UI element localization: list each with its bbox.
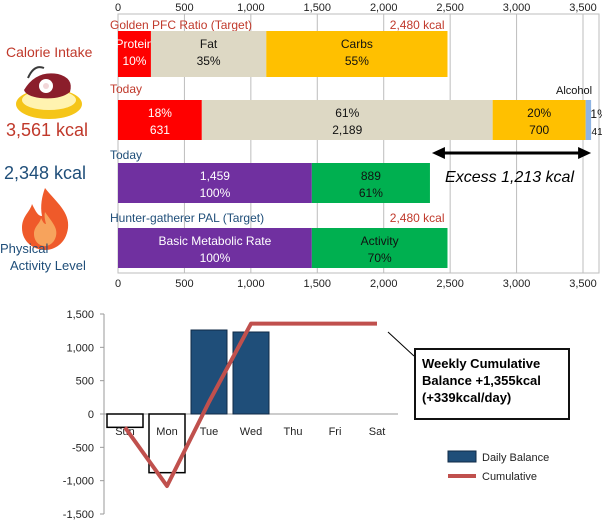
segment-label-2: 35% [197,54,221,68]
segment-carbs [492,100,586,140]
x-tick-label-top: 2,500 [436,2,464,14]
x-tick-label: Fri [329,426,342,438]
x-tick-label: Wed [240,426,262,438]
x-tick-label: Thu [284,426,303,438]
x-tick-label: Tue [200,426,219,438]
x-tick-label-top: 1,000 [237,2,265,14]
x-tick-label-bottom: 2,000 [370,278,398,290]
segment-label-2: 55% [345,54,369,68]
segment-label-1: 1% [590,107,602,121]
segment-label-2: 2,189 [332,123,362,137]
x-tick-label-top: 2,000 [370,2,398,14]
y-tick-label: 1,000 [66,342,94,354]
row-total-label: 2,480 kcal [390,211,445,225]
x-tick-label-top: 0 [115,2,121,14]
pal-label-line1: Physical [0,241,49,256]
segment-label-1: Protein [115,37,153,51]
segment-label-2: 631 [150,123,170,137]
row-label: Hunter-gatherer PAL (Target) [110,211,264,225]
callout-line2: Balance +1,355kcal [422,373,541,388]
flame-icon [22,188,69,250]
segment-activity [311,163,430,203]
row-label: Golden PFC Ratio (Target) [110,18,252,32]
segment-carbs [266,31,448,77]
burn-value: 2,348 kcal [4,163,87,183]
pal-label: Physical Activity Level [0,240,86,274]
x-tick-label-bottom: 1,000 [237,278,265,290]
cumulative-line [123,321,377,488]
y-tick-label: -1,000 [63,476,94,488]
food-plate-icon [16,66,82,119]
y-tick-label: 0 [88,409,94,421]
weekly-callout: Weekly Cumulative Balance +1,355kcal (+3… [414,348,570,420]
legend-swatch-daily [447,450,477,463]
segment-alcohol [585,100,592,140]
row-label: Today [110,82,142,96]
segment-label-2: 700 [529,123,549,137]
segment-label-2: 70% [368,251,392,265]
legend-label-daily: Daily Balance [482,452,549,464]
segment-label-1: 889 [361,169,381,183]
segment-label-1: 61% [335,106,359,120]
callout-pointer [387,331,415,357]
segment-basic-metabolic-rate [118,228,312,268]
segment-label-1: Carbs [341,37,373,51]
intake-value: 3,561 kcal [6,120,89,140]
segment-protein [118,31,151,77]
y-tick-label: 500 [76,376,94,388]
x-tick-label-top: 1,500 [304,2,332,14]
x-tick-label-bottom: 3,000 [503,278,531,290]
x-tick-label-bottom: 2,500 [436,278,464,290]
segment-label-1: Fat [200,37,218,51]
row-total-label: 2,480 kcal [390,18,445,32]
segment-label-2: 100% [200,251,231,265]
callout-line1: Weekly Cumulative [422,356,541,371]
intake-label: Calorie Intake [6,44,93,60]
x-tick-label-top: 500 [175,2,193,14]
segment-label-1: 20% [527,106,551,120]
x-tick-label-bottom: 500 [175,278,193,290]
pal-label-line2: Activity Level [10,258,86,273]
alcohol-label: Alcohol [556,85,592,97]
segment-label-2: 100% [200,186,231,200]
segment-basic-metabolic-rate [118,163,312,203]
segment-fat [201,100,493,140]
segment-label-2: 10% [122,54,146,68]
x-tick-label: Sat [369,426,386,438]
legend-label-cumulative: Cumulative [482,471,537,483]
x-tick-label-bottom: 1,500 [304,278,332,290]
y-tick-label: -1,500 [63,509,94,521]
row-label: Today [110,148,142,162]
y-tick-label: -500 [72,442,94,454]
x-tick-label-bottom: 3,500 [569,278,597,290]
x-tick-label-top: 3,000 [503,2,531,14]
excess-arrow-head-left [431,147,445,159]
segment-label-2: 41 [592,127,602,138]
excess-label: Excess 1,213 kcal [445,169,574,186]
y-tick-label: 1,500 [66,309,94,321]
segment-label-2: 61% [359,186,383,200]
segment-label-1: Basic Metabolic Rate [159,234,272,248]
segment-label-1: 1,459 [200,169,230,183]
x-tick-label-top: 3,500 [569,2,597,14]
segment-label-1: Activity [361,234,399,248]
segment-fat [150,31,267,77]
excess-arrow-head-right [578,147,592,159]
callout-line3: (+339kcal/day) [422,390,512,405]
segment-activity [311,228,448,268]
x-tick-label-bottom: 0 [115,278,121,290]
x-tick-label: Mon [156,426,177,438]
segment-protein [118,100,202,140]
segment-label-1: 18% [148,106,172,120]
calorie-bar-chart: 0 0 500 500 1,000 1,000 1,500 1,500 2,000 2,000 2,… [110,2,602,290]
